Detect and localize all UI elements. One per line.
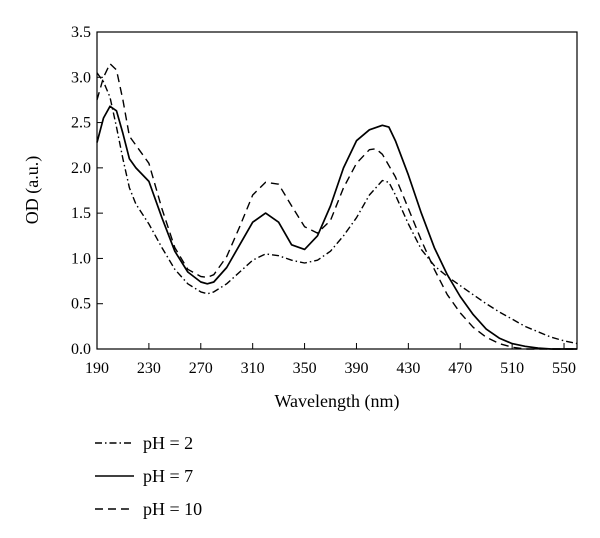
series-ph2-line <box>96 72 578 345</box>
y-tick-label: 2.5 <box>71 115 91 132</box>
y-tick-label: 1.5 <box>71 205 91 222</box>
x-tick-label: 310 <box>241 360 265 377</box>
x-tick-label: 190 <box>85 360 109 377</box>
y-tick-label: 1.0 <box>71 250 91 267</box>
y-tick-label: 2.0 <box>71 160 91 177</box>
x-tick-label: 230 <box>137 360 161 377</box>
x-axis-label: Wavelength (nm) <box>274 391 399 412</box>
series-ph7-line <box>96 105 577 350</box>
x-tick-label: 550 <box>552 360 576 377</box>
x-tick-label: 430 <box>396 360 420 377</box>
x-tick-label: 270 <box>189 360 213 377</box>
y-tick-label: 3.5 <box>71 24 91 41</box>
legend-label-ph10: pH = 10 <box>143 499 202 519</box>
y-tick-label: 0.0 <box>71 341 91 358</box>
y-tick-label: 0.5 <box>71 296 91 313</box>
legend: pH = 2 pH = 7 pH = 10 <box>95 433 202 519</box>
y-tick-label: 3.0 <box>71 69 91 86</box>
legend-label-ph7: pH = 7 <box>143 466 193 486</box>
series-layer <box>96 63 578 350</box>
x-tick-label: 510 <box>500 360 524 377</box>
y-axis-label: OD (a.u.) <box>22 156 43 224</box>
x-tick-label: 470 <box>448 360 472 377</box>
x-tick-label: 390 <box>344 360 368 377</box>
y-axis-ticks: 0.0 0.5 1.0 1.5 2.0 2.5 3.0 3.5 <box>71 24 103 358</box>
plot-frame <box>96 31 578 350</box>
series-ph10-line <box>96 63 577 350</box>
x-axis-ticks: 190 230 270 310 350 390 430 470 510 550 <box>85 343 576 377</box>
legend-label-ph2: pH = 2 <box>143 433 193 453</box>
x-tick-label: 350 <box>293 360 317 377</box>
